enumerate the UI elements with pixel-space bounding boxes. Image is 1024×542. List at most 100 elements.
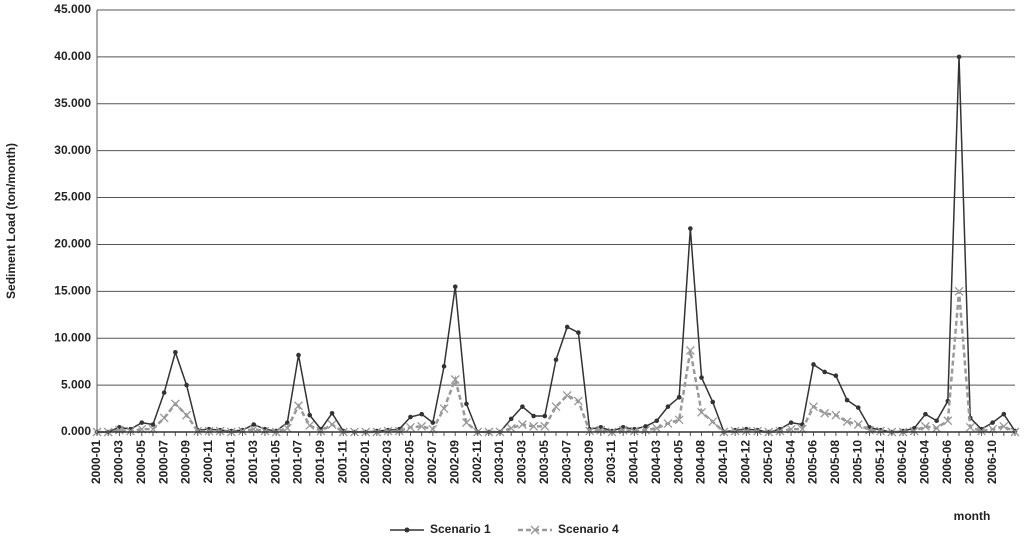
point <box>184 382 189 388</box>
point <box>934 418 939 424</box>
point <box>853 420 863 429</box>
y-tick-label: 0.000 <box>61 424 91 438</box>
point <box>215 426 225 436</box>
point <box>676 395 682 400</box>
point <box>990 420 995 425</box>
x-tick-label: 2001-03 <box>246 440 260 484</box>
point <box>576 330 581 335</box>
point <box>520 404 525 409</box>
y-tick-label: 20.000 <box>54 237 91 251</box>
point <box>844 397 850 403</box>
point <box>508 416 514 422</box>
point <box>452 284 458 289</box>
point <box>529 421 539 431</box>
point <box>741 426 751 436</box>
x-tick-label: 2001-05 <box>268 440 282 484</box>
point <box>540 421 550 431</box>
y-tick-label: 5.000 <box>61 377 91 391</box>
point <box>441 364 447 369</box>
y-tick-label: 15.000 <box>54 284 91 298</box>
x-tick-label: 2002-03 <box>380 440 394 484</box>
point <box>654 418 660 424</box>
point <box>956 54 962 60</box>
point <box>193 426 203 436</box>
x-tick-label: 2006-04 <box>918 440 932 484</box>
point <box>139 420 145 425</box>
point <box>114 425 124 435</box>
point <box>238 426 247 436</box>
x-tick-label: 2002-05 <box>403 440 417 484</box>
point <box>641 425 651 435</box>
point <box>932 423 942 433</box>
point <box>564 324 570 330</box>
y-tick-label: 25.000 <box>54 190 91 204</box>
point <box>305 420 315 430</box>
point <box>775 426 785 436</box>
x-tick-label: 2000-05 <box>134 440 148 484</box>
point <box>665 404 671 409</box>
point <box>618 425 628 435</box>
point <box>822 369 827 375</box>
x-tick-label: 2005-10 <box>850 440 864 484</box>
x-tick-label: 2004-05 <box>671 440 685 484</box>
x-tick-label: 2003-05 <box>537 440 551 484</box>
point <box>159 413 169 423</box>
point <box>688 226 693 231</box>
x-tick-label: 2003-03 <box>515 440 529 484</box>
point <box>531 413 536 419</box>
point <box>965 422 975 432</box>
point <box>788 420 794 425</box>
legend-marker <box>404 527 410 533</box>
point <box>753 426 762 436</box>
point <box>596 425 606 435</box>
x-tick-label: 2005-12 <box>873 440 887 484</box>
x-tick-label: 2002-09 <box>447 440 461 484</box>
point <box>316 426 326 436</box>
point <box>327 420 337 429</box>
point <box>943 416 953 426</box>
point <box>553 357 559 363</box>
x-tick-label: 2004-08 <box>694 440 708 484</box>
point <box>251 422 257 427</box>
point <box>710 399 716 405</box>
point <box>842 417 852 427</box>
x-tick-label: 2006-06 <box>940 440 954 484</box>
point <box>865 425 874 435</box>
x-tick-label: 2004-12 <box>738 440 752 484</box>
point <box>408 414 413 420</box>
point <box>417 421 427 431</box>
point <box>282 423 292 433</box>
point <box>674 415 684 425</box>
point <box>831 410 841 420</box>
x-tick-label: 2000-07 <box>156 440 170 484</box>
x-tick-label: 2003-09 <box>582 440 596 484</box>
point <box>450 375 460 384</box>
x-tick-label: 2002-07 <box>425 440 439 484</box>
point <box>909 426 919 436</box>
point <box>294 401 303 411</box>
x-tick-label: 2004-10 <box>716 440 730 484</box>
x-tick-label: 2000-01 <box>89 440 103 484</box>
x-tick-label: 2002-01 <box>358 440 372 484</box>
point <box>708 417 718 427</box>
point <box>430 420 436 425</box>
y-tick-label: 35.000 <box>54 96 91 110</box>
x-tick-label: 2006-08 <box>962 440 976 484</box>
point <box>542 413 548 419</box>
x-tick-label: 2005-06 <box>806 440 820 484</box>
point <box>652 423 662 433</box>
point <box>406 422 415 432</box>
point <box>517 420 527 429</box>
point <box>999 421 1009 431</box>
y-tick-label: 10.000 <box>54 330 91 344</box>
point <box>260 426 270 436</box>
point <box>562 390 572 400</box>
legend-marker <box>530 525 540 535</box>
x-tick-label: 2005-02 <box>761 440 775 484</box>
x-tick-label: 2003-01 <box>492 440 506 484</box>
point <box>1001 411 1007 417</box>
point <box>173 349 178 355</box>
x-tick-label: 2006-02 <box>895 440 909 484</box>
legend-label: Scenario 4 <box>558 522 619 536</box>
